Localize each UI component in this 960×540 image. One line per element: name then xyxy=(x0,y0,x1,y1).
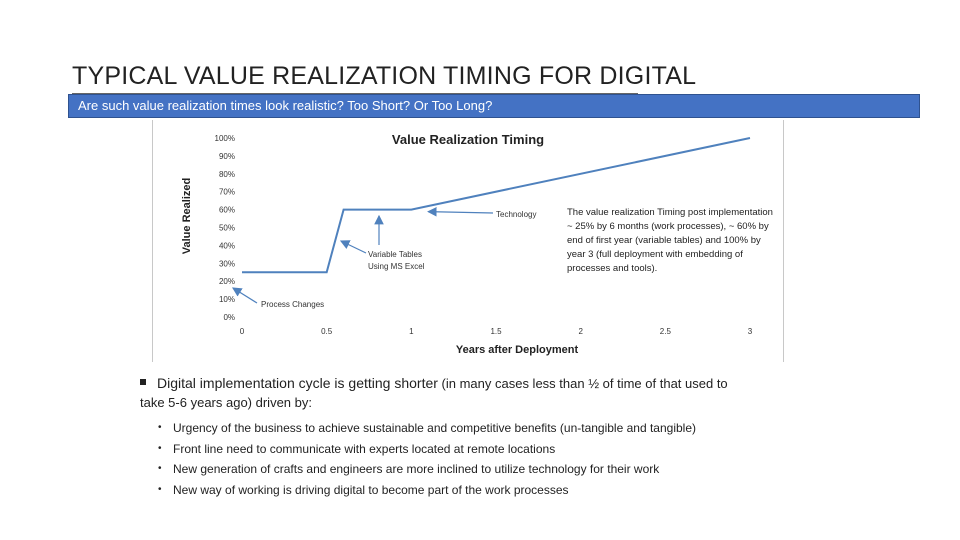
x-tick-label: 0 xyxy=(240,327,245,336)
square-bullet-icon xyxy=(140,379,146,385)
annotation-technology: Technology xyxy=(496,210,536,219)
x-tick-label: 3 xyxy=(748,327,753,336)
banner-text: Are such value realization times look re… xyxy=(78,98,493,113)
bullet-dot-icon: • xyxy=(158,442,162,454)
arrow-variable-tables xyxy=(339,240,367,254)
x-axis-label: Years after Deployment xyxy=(456,344,579,356)
list-item: • Urgency of the business to achieve sust… xyxy=(158,418,840,439)
y-tick-label: 30% xyxy=(219,259,235,268)
side-note-box: The value realization Timing post implem… xyxy=(567,207,773,274)
y-tick-label: 0% xyxy=(223,313,235,322)
x-tick-label: 1 xyxy=(409,327,414,336)
x-tick-label: 0.5 xyxy=(321,327,333,336)
slide-title: TYPICAL VALUE REALIZATION TIMING FOR DIG… xyxy=(72,62,697,90)
sub-bullet-text: New way of working is driving digital to… xyxy=(173,482,569,497)
main-bullet-tail-2: take 5-6 years ago) driven by: xyxy=(140,395,312,410)
y-tick-label: 20% xyxy=(219,277,235,286)
main-bullet-lead: Digital implementation cycle is getting … xyxy=(157,375,438,391)
main-bullet: Digital implementation cycle is getting … xyxy=(140,374,840,412)
x-tick-label: 2 xyxy=(578,327,583,336)
arrow-technology xyxy=(427,206,494,217)
title-underline xyxy=(72,93,638,94)
bullet-dot-icon: • xyxy=(158,463,162,474)
bullet-dot-icon: • xyxy=(158,422,162,433)
series-line xyxy=(242,137,751,274)
side-note: The value realization Timing post implem… xyxy=(567,207,773,274)
chart-frame: Value Realization Timing Value Realized … xyxy=(152,120,784,362)
y-tick-label: 40% xyxy=(219,241,235,250)
list-item: • Front line need to communicate with exp… xyxy=(158,439,840,460)
list-item: • New generation of crafts and engineers … xyxy=(158,459,840,480)
value-realization-chart: Value Realization Timing Value Realized … xyxy=(181,132,773,356)
sub-bullet-text: Front line need to communicate with expe… xyxy=(173,441,556,456)
bullet-dot-icon: • xyxy=(158,483,162,495)
list-item: • New way of working is driving digital t… xyxy=(158,480,840,501)
y-tick-label: 100% xyxy=(215,134,235,143)
bullet-section: Digital implementation cycle is getting … xyxy=(140,374,840,500)
chart-title: Value Realization Timing xyxy=(392,132,544,147)
y-tick-label: 70% xyxy=(219,188,235,197)
y-tick-label: 60% xyxy=(219,206,235,215)
x-tick-label: 1.5 xyxy=(490,327,502,336)
y-tick-label: 50% xyxy=(219,224,235,233)
y-tick-label: 80% xyxy=(219,170,235,179)
y-tick-label: 10% xyxy=(219,295,235,304)
arrow-process-changes xyxy=(231,287,258,304)
y-axis-label: Value Realized xyxy=(181,178,193,254)
question-banner: Are such value realization times look re… xyxy=(68,94,920,118)
sub-bullet-text: New generation of crafts and engineers a… xyxy=(173,462,660,476)
annotation-variable-tables: Variable Tables Using MS Excel xyxy=(368,250,425,271)
annotation-process-changes: Process Changes xyxy=(261,300,324,309)
x-tick-label: 2.5 xyxy=(660,327,672,336)
y-tick-label: 90% xyxy=(219,152,235,161)
main-bullet-tail-1: (in many cases less than ½ of time of th… xyxy=(437,376,728,391)
sub-bullet-text: Urgency of the business to achieve susta… xyxy=(173,421,696,435)
sub-bullet-list: • Urgency of the business to achieve sust… xyxy=(140,418,840,500)
